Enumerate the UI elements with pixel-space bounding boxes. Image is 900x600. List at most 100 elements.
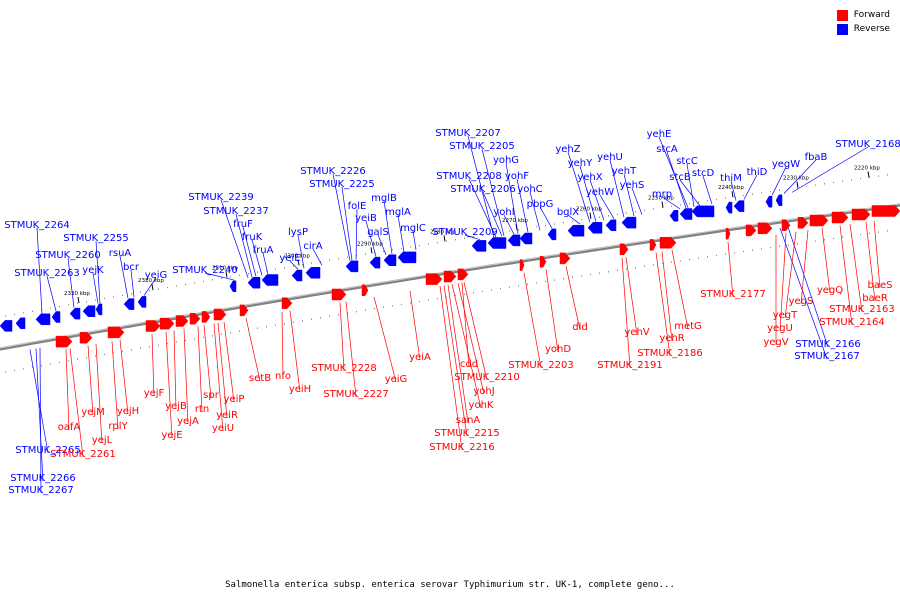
reverse-gene-label: stcB: [669, 172, 691, 183]
reverse-gene-label-leader: [529, 191, 541, 231]
tick-label: 2320 kbp: [138, 278, 164, 284]
forward-gene-label: yejE: [161, 430, 182, 441]
forward-gene-label: sanA: [456, 415, 481, 426]
reverse-gene-label-leader: [779, 228, 828, 360]
reverse-gene-label-leader: [67, 257, 75, 308]
tick-mark: [731, 191, 734, 198]
forward-gene-label: cdd: [460, 359, 478, 370]
reverse-gene-label-leader: [579, 165, 597, 222]
reverse-gene-label: STMUK_2267: [8, 485, 73, 496]
forward-gene-label-leader: [727, 241, 734, 298]
forward-gene-arrow: [831, 211, 849, 224]
reverse-gene-label-leader: [289, 260, 299, 270]
forward-gene-label-leader: [289, 310, 301, 393]
forward-gene-label: spr: [203, 390, 220, 401]
forward-gene-label-leader: [779, 233, 787, 332]
reverse-gene-arrow: [691, 205, 715, 218]
reverse-gene-arrow: [547, 228, 557, 241]
tick-mark: [225, 271, 228, 278]
reverse-gene-label-leader: [679, 179, 701, 207]
forward-gene-label-leader: [95, 343, 103, 444]
forward-gene-arrow: [361, 284, 369, 297]
forward-gene-label: yeiR: [216, 410, 238, 421]
reverse-gene-label: yehY: [568, 158, 593, 169]
forward-gene-label-leader: [69, 348, 84, 458]
reverse-gene-label: yohG: [493, 155, 519, 166]
forward-gene-label-leader: [373, 296, 397, 383]
reverse-gene-label-leader: [235, 213, 253, 278]
forward-gene-label: rplY: [108, 421, 128, 432]
forward-gene-label: yejA: [177, 416, 199, 427]
forward-gene-label: yeiA: [409, 352, 431, 363]
reverse-gene-label-leader: [204, 272, 235, 281]
reverse-gene-label-leader: [242, 226, 257, 277]
forward-gene-label-leader: [197, 326, 203, 413]
reverse-gene-label: STMUK_2208: [436, 171, 501, 182]
reverse-gene-label: STMUK_2225: [309, 179, 374, 190]
reverse-gene-arrow: [82, 305, 96, 317]
forward-gene-label: STMUK_2215: [434, 428, 499, 439]
reverse-gene-arrow: [679, 208, 693, 220]
forward-gene-label-leader: [523, 272, 542, 369]
reverse-gene-label: STMUK_2264: [4, 220, 69, 231]
legend: Forward Reverse: [836, 8, 890, 36]
forward-gene-label: STMUK_2210: [454, 372, 519, 383]
reverse-gene-label-leader: [791, 146, 869, 193]
reverse-gene-arrow: [733, 200, 745, 212]
forward-gene-label: baeS: [868, 280, 893, 291]
reverse-gene-arrow: [775, 194, 783, 207]
forward-gene-label-leader: [625, 256, 638, 336]
forward-gene-label: yejL: [92, 435, 113, 446]
forward-gene-label-leader: [345, 301, 357, 398]
reverse-gene-label-leader: [332, 173, 351, 261]
reverse-gene-label-leader: [341, 186, 353, 261]
forward-gene-label: yeiG: [385, 374, 408, 385]
reverse-gene-label-leader: [397, 214, 405, 252]
forward-gene-label-leader: [800, 230, 809, 305]
reverse-gene-label: STMUK_2265: [15, 445, 80, 456]
forward-gene-arrow: [539, 256, 547, 268]
forward-gene-label-leader: [111, 341, 119, 430]
reverse-gene-arrow: [605, 219, 617, 232]
forward-gene-arrow: [107, 326, 125, 339]
reverse-gene-label-leader: [355, 208, 358, 260]
forward-gene-label: setB: [249, 373, 271, 384]
forward-gene-label-leader: [439, 286, 463, 451]
forward-gene-arrow: [281, 297, 293, 309]
reverse-gene-label-leader: [312, 248, 323, 266]
reverse-gene-label-leader: [377, 234, 387, 255]
reverse-gene-label-leader: [609, 159, 625, 218]
reverse-gene-arrow: [95, 303, 103, 316]
reverse-gene-label-leader: [589, 179, 605, 221]
reverse-gene-label: bcr: [123, 262, 140, 273]
tick-label: 2230 kbp: [783, 176, 809, 182]
reverse-gene-label: yehU: [597, 152, 623, 163]
forward-gene-arrow: [425, 273, 443, 285]
reverse-gene-arrow: [669, 210, 679, 222]
reverse-gene-label-leader: [599, 194, 615, 220]
forward-gene-arrow: [851, 208, 871, 221]
tick-mark: [796, 181, 799, 188]
reverse-gene-label: yegW: [772, 159, 800, 170]
reverse-gene-arrow: [383, 254, 397, 266]
reverse-gene-arrow: [587, 222, 603, 234]
tick-mark: [370, 247, 373, 254]
reverse-gene-label: yehE: [647, 129, 672, 140]
reverse-gene-label-leader: [686, 163, 695, 207]
reverse-gene-arrow: [305, 267, 321, 279]
reverse-gene-label: fruK: [242, 232, 263, 243]
reverse-gene-label: STMUK_2168: [835, 139, 900, 150]
forward-gene-label: yeiU: [212, 423, 234, 434]
reverse-gene-label: yohC: [517, 184, 542, 195]
reverse-gene-label-leader: [661, 196, 681, 210]
reverse-gene-label: STMUK_2226: [300, 166, 365, 177]
legend-forward-label: Forward: [853, 10, 890, 20]
forward-gene-label: yohD: [545, 344, 571, 355]
forward-gene-label: yegQ: [817, 285, 843, 296]
reverse-gene-label: STMUK_2263: [14, 268, 79, 279]
forward-gene-label: nfo: [275, 371, 291, 382]
reverse-gene-label: stcD: [692, 168, 715, 179]
map-caption: Salmonella enterica subsp. enterica sero…: [225, 580, 675, 590]
forward-gene-arrow: [331, 288, 347, 301]
